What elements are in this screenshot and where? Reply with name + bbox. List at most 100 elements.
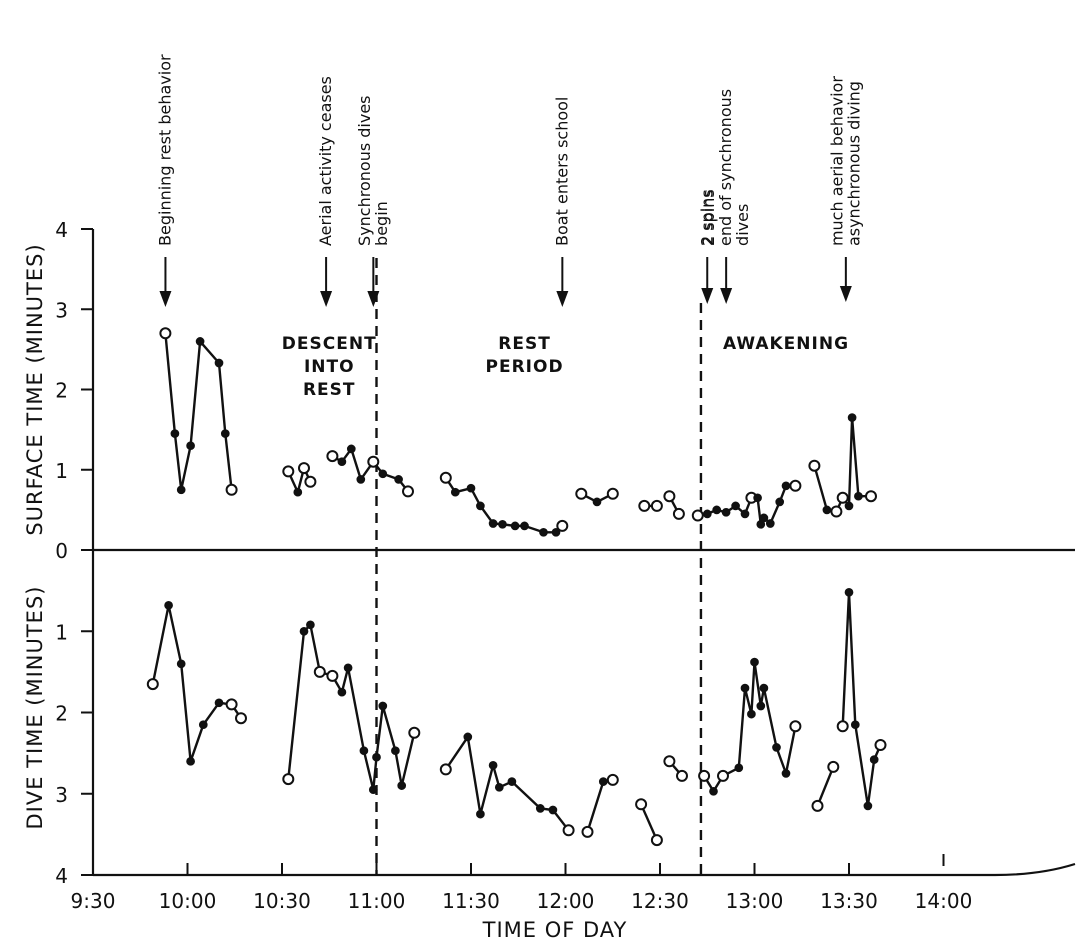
dive-series-line (640, 803, 658, 841)
dive-data-point (359, 746, 369, 756)
dive-data-point (326, 669, 339, 682)
dive-data-point (740, 683, 750, 693)
surface-data-point (740, 509, 750, 519)
dive-data-point (606, 773, 619, 786)
surface-y-axis-title: SURFACE TIME (MINUTES) (23, 243, 47, 535)
surface-data-point (844, 501, 854, 511)
surface-data-point (326, 450, 339, 463)
axes: 0 1 2 3 4 1 2 3 4 SURFACE TIME (MINUTES) DIVE TIME… (23, 218, 1076, 913)
dive-data-point (507, 777, 517, 786)
surface-series-line (331, 447, 409, 493)
surface-data-point (488, 519, 498, 528)
dive-data-point (750, 657, 759, 667)
surface-data-point (691, 509, 704, 522)
annotation-arrowhead (159, 291, 172, 307)
surface-series-line (164, 333, 233, 491)
surface-data-point (293, 487, 303, 497)
x-tick-label: 13:00 (726, 889, 784, 913)
surface-data-point (539, 527, 548, 537)
surface-y-tick-label: 1 (55, 459, 68, 483)
x-tick-label: 10:00 (159, 889, 217, 913)
surface-data-point (712, 505, 722, 515)
surface-y-tick-label: 0 (55, 539, 68, 563)
annotation-text: asynchronous diving (844, 81, 863, 246)
surface-data-point (575, 487, 588, 500)
series (146, 327, 887, 847)
dive-data-point (717, 769, 729, 782)
surface-series-line (287, 466, 312, 494)
dive-data-point (372, 752, 381, 762)
surface-data-point (304, 475, 317, 488)
dive-y-tick-label: 3 (55, 783, 68, 807)
phase-label: DESCENT (282, 334, 377, 354)
dive-data-point (225, 698, 238, 711)
surface-data-point (663, 490, 676, 503)
dive-series-line (287, 623, 416, 791)
dive-data-point (635, 798, 648, 811)
annotation-arrowhead (839, 286, 852, 302)
surface-data-point (176, 485, 186, 495)
surface-data-point (672, 507, 685, 520)
annotation-text: 2 spins (697, 189, 716, 246)
dive-data-point (759, 683, 769, 693)
dive-series-line (841, 591, 882, 808)
dive-data-point (313, 665, 326, 678)
surface-data-point (753, 493, 762, 503)
surface-data-point (822, 505, 832, 515)
surface-data-point (638, 499, 651, 512)
dive-series-line (586, 778, 614, 833)
dive-data-point (709, 786, 718, 796)
phase-label: PERIOD (486, 357, 564, 377)
surface-data-point (402, 485, 414, 498)
dive-y-tick-label: 1 (55, 620, 68, 644)
dive-data-point (650, 834, 663, 847)
x-axis-title: TIME OF DAY (482, 918, 628, 942)
annotations: Beginning rest behavior Aerial activity c… (155, 54, 863, 307)
surface-data-point (510, 521, 520, 531)
surface-data-point (606, 487, 619, 500)
dive-data-point (581, 825, 594, 838)
dive-y-axis-title: DIVE TIME (MINUTES) (23, 586, 47, 830)
surface-data-point (298, 462, 310, 475)
x-tick-label: 14:00 (915, 889, 973, 913)
dive-data-point (176, 659, 186, 669)
surface-data-point (721, 507, 731, 517)
surface-data-point (498, 519, 507, 529)
annotation-arrowhead (320, 291, 333, 307)
dive-data-point (756, 701, 766, 711)
dive-data-point (863, 801, 873, 811)
annotation-arrowhead (556, 291, 569, 307)
surface-data-point (847, 413, 857, 422)
dive-data-point (337, 687, 347, 697)
dive-data-point (391, 746, 400, 756)
dive-data-point (282, 773, 295, 786)
surface-data-point (220, 429, 230, 438)
surface-data-point (775, 497, 785, 507)
dive-data-point (789, 720, 802, 733)
x-tick-label: 12:30 (631, 889, 689, 913)
dive-data-point (548, 805, 558, 815)
surface-data-point (282, 465, 295, 478)
dive-data-point (698, 769, 711, 782)
dive-data-point (463, 732, 473, 742)
surface-data-point (836, 491, 849, 504)
dive-data-point (598, 777, 608, 786)
dive-data-point (299, 626, 309, 636)
dive-data-point (214, 698, 224, 708)
dive-data-point (535, 804, 545, 813)
surface-data-point (808, 459, 821, 472)
dive-data-point (235, 712, 247, 725)
surface-data-point (439, 471, 452, 484)
surface-data-point (170, 429, 180, 438)
dive-series-line (816, 766, 835, 807)
phase-label: REST (498, 334, 551, 354)
surface-data-point (789, 479, 802, 492)
phase-label: REST (303, 380, 356, 400)
annotation-text: Beginning rest behavior (155, 54, 174, 246)
dive-data-point (844, 587, 854, 597)
dive-data-point (562, 824, 575, 837)
x-tick-label: 11:00 (348, 889, 406, 913)
surface-data-point (225, 483, 238, 496)
annotation-text: much aerial behavior (827, 76, 846, 246)
surface-y-tick-label: 3 (55, 298, 68, 322)
